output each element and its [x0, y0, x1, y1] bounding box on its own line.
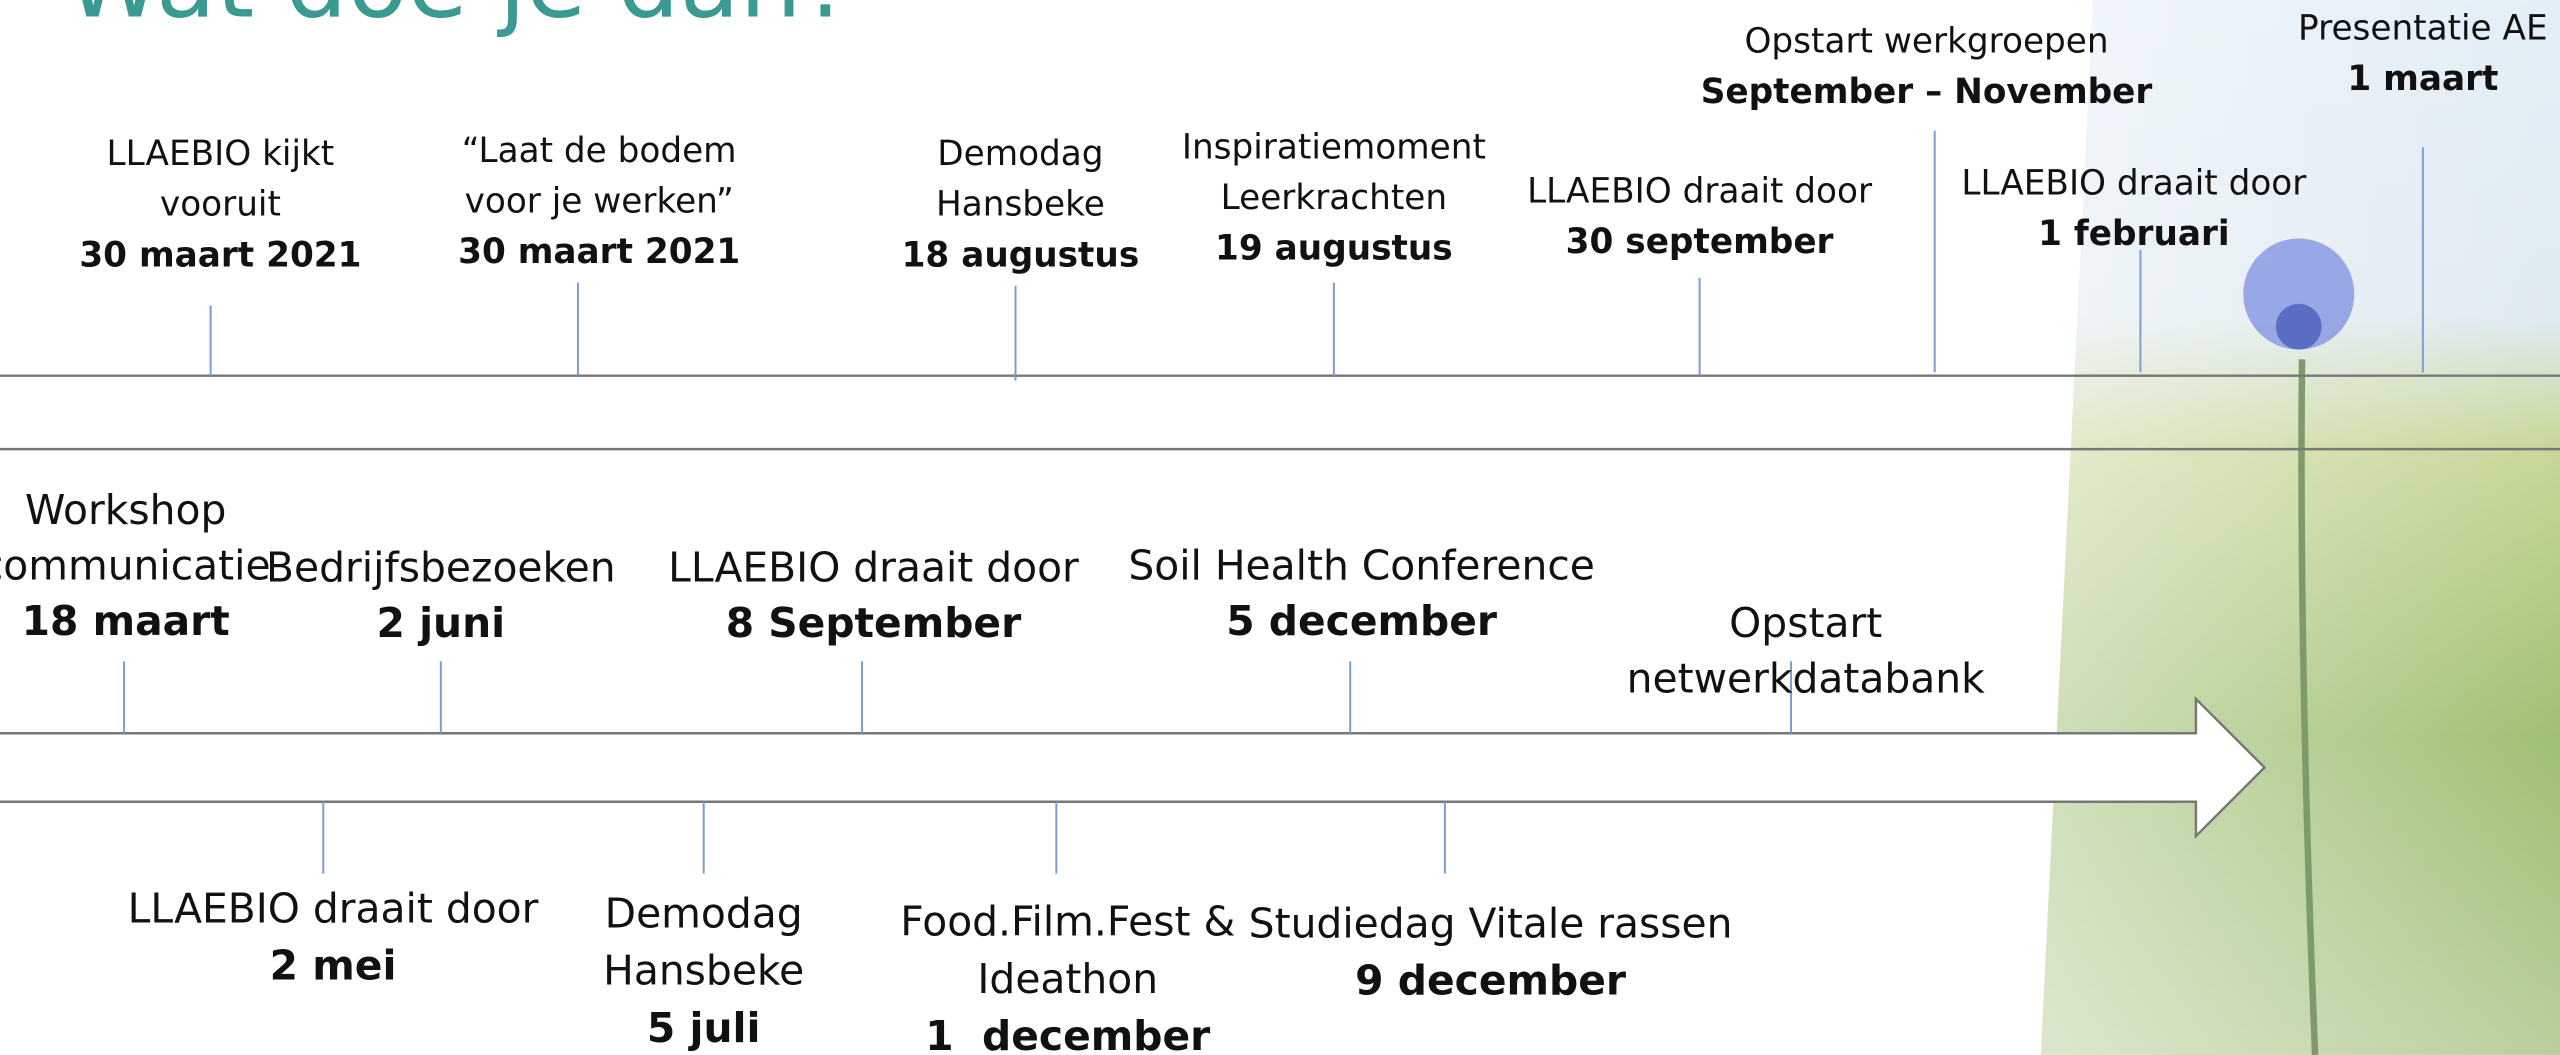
- slide-title: Wat doe je dan?: [65, 0, 853, 40]
- event-date: 8 September: [726, 599, 1022, 647]
- event-date: 1 februari: [2038, 214, 2230, 254]
- event-label: Soil Health Conference: [1128, 542, 1595, 590]
- event-label: netwerkdatabank: [1627, 654, 1985, 702]
- event-label: Bedrijfsbezoeken: [266, 543, 616, 591]
- event-label: vooruit: [160, 185, 281, 225]
- event-label: Demodag: [605, 889, 803, 937]
- event-label: Workshop: [25, 486, 226, 534]
- event-label: Opstart werkgroepen: [1744, 21, 2108, 61]
- event-label: Hansbeke: [936, 185, 1105, 225]
- event-date: 18 augustus: [902, 235, 1140, 275]
- background-photo: [2041, 0, 2560, 1055]
- event-date: 30 september: [1566, 222, 1834, 262]
- event-date: 1 december: [925, 1012, 1210, 1055]
- event-date: 1 maart: [2347, 59, 2498, 99]
- event-label: Food.Film.Fest &: [900, 898, 1235, 946]
- event-label: LLAEBIO draait door: [668, 543, 1079, 591]
- event-date: September – November: [1701, 72, 2153, 112]
- event-label: Demodag: [937, 134, 1103, 174]
- event-date: 2 juni: [376, 599, 505, 647]
- event-date: 5 juli: [647, 1004, 761, 1052]
- event-label: Ideathon: [977, 955, 1158, 1003]
- event-label: LLAEBIO draait door: [128, 885, 539, 933]
- event-label: Inspiratiemoment: [1182, 128, 1486, 168]
- slide: Wat doe je dan? LLAEBIO kijkt vooruit 30 m…: [0, 0, 2560, 1055]
- event-label: LLAEBIO draait door: [1961, 163, 2307, 203]
- event-date: 5 december: [1226, 597, 1497, 645]
- timeline-arrow: [0, 699, 2264, 836]
- event-date: 30 maart 2021: [79, 235, 361, 275]
- event-label: communicatie: [0, 542, 271, 590]
- event-date: 19 augustus: [1215, 229, 1453, 269]
- event-label: LLAEBIO kijkt: [107, 134, 335, 174]
- event-label: voor je werken”: [465, 181, 734, 221]
- event-label: LLAEBIO draait door: [1527, 172, 1873, 212]
- event-label: Opstart: [1729, 599, 1882, 647]
- event-date: 30 maart 2021: [458, 232, 740, 272]
- event-label: Leerkrachten: [1221, 178, 1447, 218]
- event-label: Hansbeke: [603, 947, 804, 995]
- event-date: 9 december: [1355, 956, 1626, 1004]
- event-date: 18 maart: [22, 597, 230, 645]
- event-label: Studiedag Vitale rassen: [1249, 899, 1733, 947]
- event-label: Presentatie AE: [2298, 8, 2548, 48]
- event-label: “Laat de bodem: [462, 131, 737, 171]
- event-date: 2 mei: [270, 942, 397, 990]
